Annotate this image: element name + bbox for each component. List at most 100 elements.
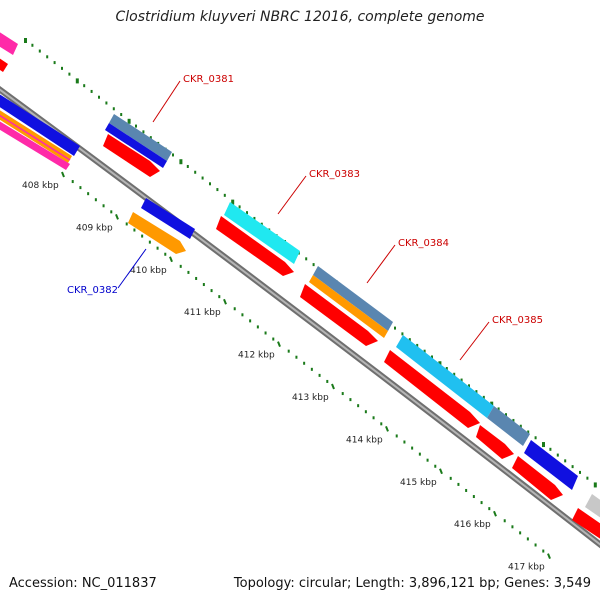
gene-callouts [117, 80, 490, 361]
minor-tick [349, 398, 352, 402]
minor-tick [449, 476, 452, 480]
gene-feature-pink-left[interactable] [0, 113, 70, 170]
gene-feature-orange-0382[interactable] [128, 212, 186, 254]
gene-feature-steel-0384[interactable] [313, 266, 393, 331]
minor-tick [264, 331, 267, 335]
major-tick [115, 214, 119, 220]
outer-minor-tick [497, 407, 500, 411]
minor-tick [519, 531, 522, 535]
outer-minor-tick [423, 349, 426, 353]
outer-major-tick [593, 482, 597, 488]
gene-feature-red-right[interactable] [512, 456, 563, 500]
minor-tick [164, 252, 167, 256]
gene-feature-red-top[interactable] [0, 52, 8, 72]
gene-feature-red-0381[interactable] [103, 134, 160, 177]
tick-label: 408 kbp [22, 181, 59, 191]
major-tick [223, 298, 227, 305]
minor-tick [526, 537, 529, 541]
minor-tick [256, 325, 259, 329]
minor-tick [411, 446, 414, 450]
major-tick [439, 468, 443, 475]
callout-line-ckr-0383 [277, 175, 307, 215]
gene-feature-red-0384[interactable] [300, 284, 378, 346]
minor-tick [426, 458, 429, 462]
tick-label: 410 kbp [130, 266, 167, 276]
minor-tick [457, 482, 460, 486]
gene-feature-gray-right[interactable] [585, 494, 600, 527]
gene-feature-red-edge[interactable] [572, 508, 600, 548]
outer-minor-tick [445, 367, 448, 371]
gene-group-ckr-0383 [216, 202, 300, 276]
minor-tick [110, 210, 113, 214]
gene-feature-cyan-0383[interactable] [224, 202, 300, 264]
tick-label: 417 kbp [508, 563, 545, 573]
gene-label[interactable]: CKR_0383 [309, 169, 360, 180]
gene-feature-steel-0385b[interactable] [487, 406, 530, 446]
gene-feature-red-0383[interactable] [216, 216, 294, 276]
outer-minor-tick [579, 470, 581, 474]
outer-major-tick [490, 401, 494, 407]
outer-minor-tick [149, 136, 152, 140]
major-tick [493, 510, 497, 517]
major-tick [277, 341, 281, 347]
gene-labels: CKR_0381 CKR_0382 CKR_0383 CKR_0384 CKR_… [67, 74, 543, 326]
tick-label: 415 kbp [400, 478, 437, 488]
gene-feature-blue-left[interactable] [0, 88, 80, 156]
gene-label[interactable]: CKR_0381 [183, 74, 234, 85]
gene-feature-blue-0382[interactable] [141, 198, 195, 239]
major-tick [169, 256, 173, 263]
minor-tick [465, 488, 468, 492]
gene-feature-red-0385b[interactable] [476, 425, 514, 459]
minor-tick [94, 198, 97, 202]
tick-label: 411 kbp [184, 308, 221, 318]
gene-feature-orange-0384[interactable] [309, 275, 388, 338]
gene-feature-blue-right[interactable] [524, 440, 578, 490]
tick-label: 413 kbp [292, 393, 329, 403]
gene-feature-pink-top[interactable] [0, 26, 18, 55]
gene-feature-blue-0381[interactable] [105, 123, 167, 168]
gene-feature-red-0385[interactable] [384, 350, 480, 428]
outer-minor-tick [83, 84, 86, 88]
minor-tick [87, 192, 90, 196]
map-title: Clostridium kluyveri NBRC 12016, complet… [115, 9, 485, 25]
minor-tick [79, 186, 82, 190]
minor-tick [434, 464, 437, 468]
outer-minor-tick [53, 61, 56, 65]
minor-tick [511, 525, 514, 529]
gene-label[interactable]: CKR_0382 [67, 285, 118, 296]
minor-tick [71, 180, 74, 184]
outer-minor-tick [216, 188, 219, 192]
callout-line-ckr-0384 [366, 244, 396, 284]
minor-tick [241, 313, 244, 317]
outer-minor-tick [586, 476, 589, 480]
minor-tick [534, 543, 537, 547]
minor-tick [364, 410, 367, 414]
outer-minor-tick [564, 459, 567, 463]
outer-minor-tick [260, 222, 263, 226]
outer-minor-tick [312, 263, 315, 267]
outer-minor-tick [571, 465, 574, 469]
inner-tick-row: 408 kbp 409 kbp 410 kbp 411 kbp 412 kbp 413 k… [22, 171, 551, 573]
gene-label[interactable]: CKR_0385 [492, 315, 543, 326]
gene-feature-steel-0381[interactable] [109, 114, 172, 161]
minor-tick [395, 434, 398, 438]
outer-minor-tick [401, 332, 404, 336]
minor-tick [542, 549, 545, 553]
gene-label[interactable]: CKR_0384 [398, 238, 449, 249]
minor-tick [233, 307, 236, 311]
minor-tick [310, 367, 313, 371]
gene-feature-skyblue-0385[interactable] [396, 335, 494, 418]
outer-minor-tick [120, 113, 123, 117]
outer-minor-tick [223, 193, 226, 197]
minor-tick [318, 373, 321, 377]
outer-minor-tick [549, 447, 552, 451]
major-tick [547, 553, 551, 559]
minor-tick [472, 495, 475, 499]
outer-major-tick [438, 361, 442, 367]
outer-minor-tick [38, 49, 41, 53]
minor-tick [156, 246, 159, 250]
outer-minor-tick [172, 153, 174, 157]
outer-minor-tick [142, 130, 145, 134]
